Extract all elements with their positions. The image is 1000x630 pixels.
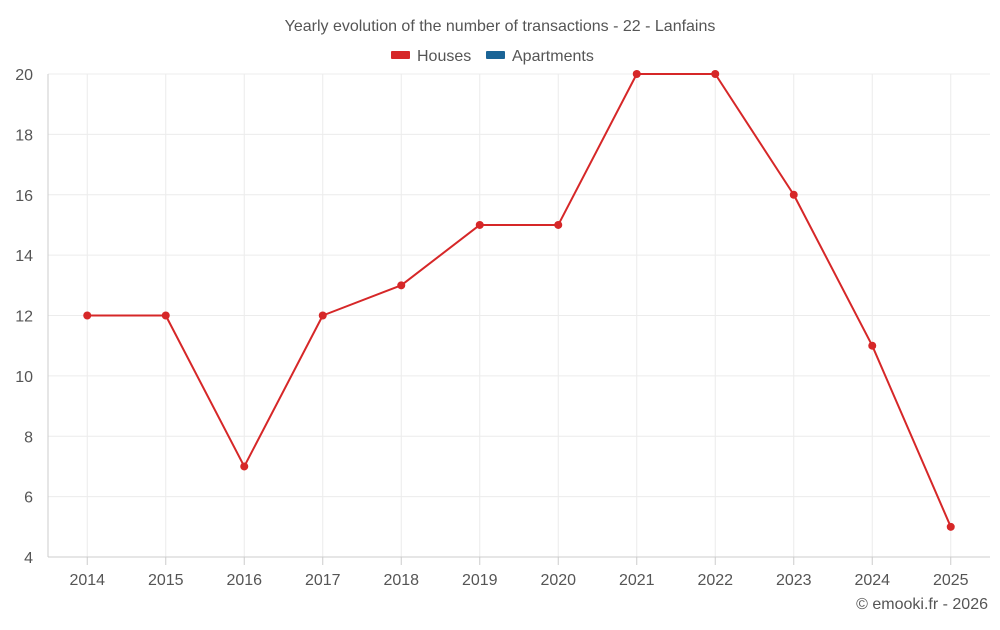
data-point[interactable] xyxy=(868,341,877,350)
legend-swatch-houses xyxy=(391,51,410,59)
x-tick-label: 2017 xyxy=(305,572,341,589)
data-point[interactable] xyxy=(318,311,327,320)
data-point[interactable] xyxy=(240,462,249,471)
x-tick-label: 2021 xyxy=(619,572,655,589)
legend-label-apartments[interactable]: Apartments xyxy=(512,48,594,65)
legend-swatch-apartments xyxy=(486,51,505,59)
x-tick-label: 2020 xyxy=(540,572,576,589)
data-point[interactable] xyxy=(554,220,563,229)
data-point[interactable] xyxy=(711,70,720,78)
y-tick-label: 8 xyxy=(24,429,33,446)
y-tick-label: 20 xyxy=(15,67,33,84)
x-tick-label: 2014 xyxy=(69,572,105,589)
y-tick-label: 14 xyxy=(15,248,33,265)
x-tick-label: 2016 xyxy=(226,572,262,589)
data-point[interactable] xyxy=(475,220,484,229)
data-point[interactable] xyxy=(789,190,798,199)
grid xyxy=(48,73,990,557)
data-point[interactable] xyxy=(83,311,92,320)
x-tick-label: 2018 xyxy=(383,572,419,589)
axes: 4 6 8 10 12 14 16 18 20 2014 2015 2016 2017 2018 2019 2… xyxy=(15,67,990,589)
y-tick-label: 10 xyxy=(15,369,33,386)
data-point[interactable] xyxy=(397,281,406,290)
x-tick-label: 2023 xyxy=(776,572,812,589)
series-houses xyxy=(83,70,955,531)
y-tick-label: 18 xyxy=(15,127,33,144)
chart-title: Yearly evolution of the number of transa… xyxy=(285,18,716,35)
x-tick-label: 2025 xyxy=(933,572,969,589)
y-tick-label: 4 xyxy=(24,550,33,567)
credit-text: © emooki.fr - 2026 xyxy=(856,596,988,613)
data-point[interactable] xyxy=(161,311,170,320)
x-tick-label: 2022 xyxy=(697,572,733,589)
x-tick-label: 2024 xyxy=(854,572,890,589)
series-line-houses xyxy=(87,73,952,528)
legend: Houses Apartments xyxy=(391,48,594,65)
legend-label-houses[interactable]: Houses xyxy=(417,48,471,65)
data-point[interactable] xyxy=(946,522,955,531)
x-tick-label: 2019 xyxy=(462,572,498,589)
y-tick-label: 16 xyxy=(15,188,33,205)
y-tick-label: 12 xyxy=(15,309,33,326)
x-tick-label: 2015 xyxy=(148,572,184,589)
data-point[interactable] xyxy=(632,70,641,78)
y-tick-label: 6 xyxy=(24,490,33,507)
